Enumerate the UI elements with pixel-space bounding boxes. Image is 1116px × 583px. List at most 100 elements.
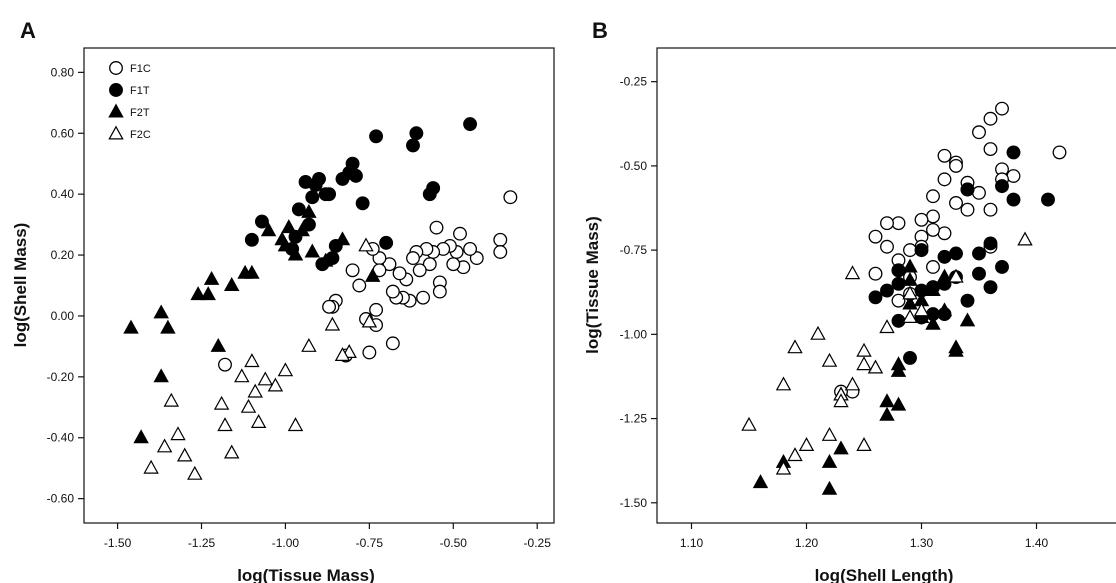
legend-item-f1c: F1C [109, 61, 151, 75]
data-point-f1t [406, 138, 420, 153]
data-point-f1t [369, 129, 384, 144]
y-tick-label: 0.40 [51, 187, 75, 201]
data-point-f1c [382, 257, 397, 272]
data-point-f1t [995, 260, 1009, 274]
data-point-f2c [324, 316, 341, 331]
data-point-f1t [409, 126, 424, 141]
data-point-f1c [983, 111, 998, 126]
y-tick-label: -0.50 [620, 159, 648, 173]
x-tick-label: 1.40 [1025, 536, 1049, 550]
data-point-f1c [322, 299, 337, 314]
panel-b: B 1.10 1.20 1.30 1.40 -1.50 -1.25 -1.00 -0.75 -0… [583, 18, 1116, 583]
data-point-f2t [210, 337, 227, 352]
data-point-f1t [355, 196, 370, 211]
data-point-f2c [741, 416, 757, 431]
data-point-f2t [364, 267, 381, 282]
data-point-f1c [352, 278, 367, 293]
data-point-f2c [913, 302, 930, 317]
data-point-f1c [429, 220, 444, 235]
data-point-f1t [891, 313, 906, 328]
data-point-f2t [260, 222, 277, 237]
data-point-f2t [237, 264, 253, 279]
plot-area-a [83, 47, 555, 524]
data-point-f2c [334, 347, 351, 361]
data-point-f1c [937, 172, 952, 187]
data-point-f1c [926, 222, 940, 237]
data-point-f1c [949, 196, 963, 210]
y-axis-title-a: log(Shell Mass) [11, 223, 30, 348]
data-point-f2c [247, 383, 263, 398]
data-point-f2c [301, 337, 317, 352]
data-point-f1c [995, 101, 1009, 116]
x-axis-title-b: log(Shell Length) [815, 566, 954, 583]
data-point-f1t [972, 266, 986, 281]
data-point-f2t [153, 304, 169, 319]
x-tick-label: -0.75 [356, 536, 384, 550]
data-point-f1c [1006, 169, 1021, 183]
data-point-f1t [960, 293, 975, 308]
data-point-f2t [890, 396, 907, 411]
data-point-f2t [902, 271, 918, 286]
data-point-f1t [1006, 145, 1021, 160]
data-point-f1c [949, 158, 963, 173]
data-point-f2t [902, 295, 918, 310]
data-point-f1t [903, 350, 917, 365]
data-point-f2t [890, 362, 907, 377]
data-point-f1c [983, 142, 998, 157]
data-point-f1t [949, 246, 963, 261]
data-point-f1c [406, 251, 420, 266]
y-tick-label: -0.75 [620, 243, 648, 257]
x-tick-label: 1.10 [680, 536, 704, 550]
data-point-f1t [880, 283, 894, 298]
axes-b: 1.10 1.20 1.30 1.40 -1.50 -1.25 -1.00 -0.75 -0.5… [620, 75, 1049, 550]
plot-area-b [656, 47, 1116, 524]
data-point-f2c [1017, 231, 1033, 246]
data-point-f2c [143, 459, 159, 474]
data-point-f1t [914, 243, 929, 258]
data-point-f2t [304, 243, 321, 258]
data-point-f2c [176, 447, 193, 462]
y-tick-label: 0.20 [51, 248, 75, 262]
data-point-f1c [432, 284, 447, 299]
data-point-f1t [868, 290, 883, 305]
data-point-f2t [294, 222, 310, 237]
legend-label-f2t: F2T [130, 107, 150, 119]
x-tick-label: -0.25 [524, 536, 552, 550]
data-point-f2c [787, 447, 803, 462]
data-point-f1c [503, 190, 518, 205]
data-point-f1c [926, 260, 940, 274]
data-point-f2c [163, 392, 180, 407]
y-tick-label: 0.80 [51, 65, 75, 79]
data-point-f1c [891, 216, 906, 231]
legend-marker-f1c [109, 61, 123, 75]
data-point-f1c [453, 226, 467, 241]
panel-a: A -1.50 -1.25 -1.00 -0.75 -0.50 -0.25 -0.60 -0.… [11, 18, 555, 583]
data-point-f2c [213, 395, 230, 410]
series-f2c-a [143, 237, 378, 480]
data-point-f1c [218, 357, 232, 372]
data-point-f1c [369, 302, 384, 317]
data-point-f2c [358, 237, 374, 252]
data-point-f2t [153, 368, 169, 383]
data-point-f2t [203, 270, 220, 285]
data-point-f1c [926, 209, 940, 224]
data-point-f2t [833, 440, 849, 455]
data-point-f1c [880, 239, 894, 254]
data-point-f2t [287, 246, 304, 261]
data-point-f1c [983, 202, 998, 217]
y-tick-label: -0.20 [47, 370, 75, 384]
data-point-f1c [868, 229, 883, 244]
data-point-f2t [913, 309, 930, 323]
data-point-f2t [301, 203, 317, 218]
data-point-f2t [133, 429, 149, 444]
data-point-f1t [995, 179, 1009, 194]
data-point-f2c [833, 393, 849, 408]
y-tick-label: -1.25 [620, 412, 648, 426]
data-point-f1c [416, 290, 431, 305]
data-point-f2c [277, 362, 294, 377]
data-point-f1c [937, 148, 952, 163]
data-point-f1c [972, 185, 986, 200]
x-tick-label: 1.20 [795, 536, 819, 550]
data-point-f1t [891, 276, 906, 291]
